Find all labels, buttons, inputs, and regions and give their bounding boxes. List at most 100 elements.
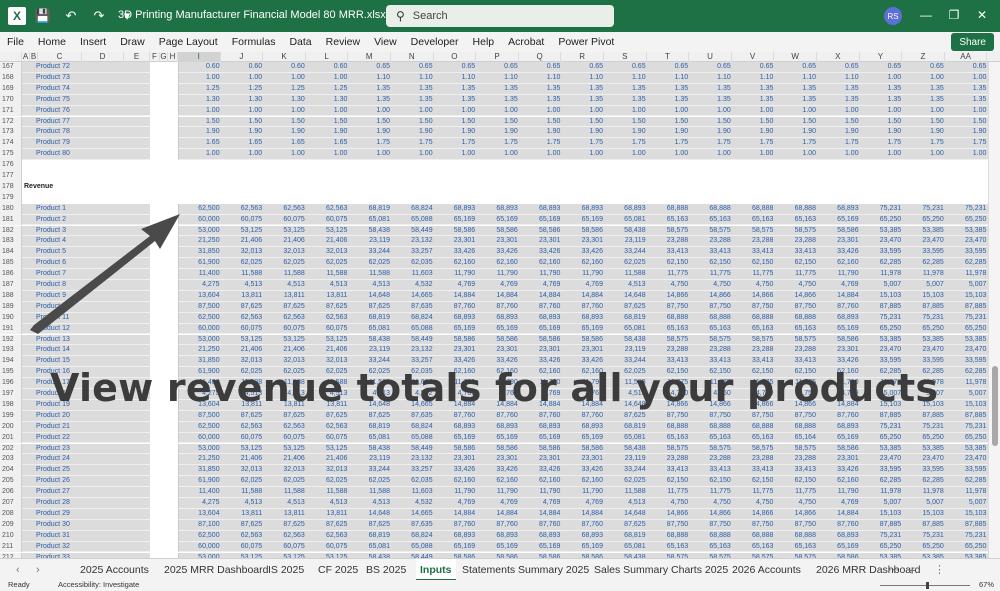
cell[interactable]: 62,150: [751, 477, 774, 485]
cell[interactable]: 87,750: [709, 411, 731, 419]
cell[interactable]: 23,470: [879, 237, 902, 245]
cell[interactable]: 14,648: [368, 291, 390, 299]
cell[interactable]: 4,532: [415, 499, 433, 506]
cell[interactable]: 14,884: [581, 509, 603, 517]
cell[interactable]: 1.35: [844, 84, 859, 92]
cell[interactable]: 62,025: [368, 259, 390, 267]
cell[interactable]: 4,769: [500, 390, 518, 397]
cell[interactable]: 58,449: [411, 553, 433, 559]
cell[interactable]: 11,775: [709, 379, 731, 387]
row-number[interactable]: 196: [0, 378, 22, 389]
cell[interactable]: 62,150: [794, 477, 816, 485]
cell[interactable]: 1.00: [546, 150, 561, 158]
cell[interactable]: 1.10: [504, 73, 518, 81]
cell[interactable]: 87,750: [666, 411, 689, 419]
product-label[interactable]: Product 5: [22, 247, 150, 259]
cell[interactable]: 4,750: [798, 499, 816, 506]
cell[interactable]: 33,426: [453, 466, 476, 474]
cell[interactable]: 1.35: [461, 95, 476, 103]
cell[interactable]: 60,075: [283, 542, 305, 550]
cell[interactable]: 68,888: [751, 531, 774, 539]
cell[interactable]: 68,824: [411, 531, 433, 539]
product-label[interactable]: Product 24: [22, 454, 150, 466]
cell[interactable]: 87,100: [198, 520, 220, 528]
cell[interactable]: 15,103: [922, 291, 944, 299]
cell[interactable]: 58,586: [538, 553, 561, 559]
cell[interactable]: 87,760: [538, 302, 561, 310]
cell[interactable]: 33,426: [837, 466, 859, 474]
cell[interactable]: 11,790: [837, 379, 859, 387]
cell[interactable]: 62,025: [624, 477, 646, 485]
cell[interactable]: 4,769: [841, 499, 859, 506]
cell[interactable]: 11,790: [837, 488, 859, 496]
cell[interactable]: 62,500: [198, 422, 220, 430]
cell[interactable]: 1.00: [248, 106, 263, 114]
cell[interactable]: 23,470: [879, 455, 902, 463]
cell[interactable]: 1.90: [589, 128, 603, 136]
cell[interactable]: 65,169: [837, 215, 859, 223]
cell[interactable]: 62,563: [283, 204, 305, 212]
cell[interactable]: 65,250: [964, 215, 987, 223]
cell[interactable]: 58,586: [453, 553, 476, 559]
cell[interactable]: 65,169: [496, 324, 518, 332]
cell[interactable]: 65,163: [709, 324, 731, 332]
cell[interactable]: 1.75: [418, 139, 433, 147]
cell[interactable]: 13,811: [283, 509, 305, 517]
cell[interactable]: 87,625: [283, 520, 305, 528]
cell[interactable]: 58,586: [837, 226, 859, 234]
column-header-d[interactable]: D: [82, 52, 124, 62]
cell[interactable]: 87,760: [581, 411, 603, 419]
add-sheet-icon[interactable]: +: [908, 562, 917, 578]
cell[interactable]: 1.90: [291, 128, 305, 136]
product-label[interactable]: Product 72: [22, 62, 150, 73]
cell[interactable]: 58,449: [411, 226, 433, 234]
product-label[interactable]: Product 74: [22, 83, 150, 95]
cell[interactable]: 13,811: [326, 509, 348, 517]
cell[interactable]: 11,588: [369, 270, 390, 278]
cell[interactable]: 33,426: [496, 357, 518, 365]
cell[interactable]: 87,760: [837, 411, 859, 419]
cell[interactable]: 4,513: [329, 390, 348, 397]
cell[interactable]: 5,007: [926, 390, 944, 397]
cell[interactable]: 11,978: [965, 379, 987, 387]
cell[interactable]: 87,885: [879, 411, 902, 419]
cell[interactable]: 1.10: [461, 73, 476, 81]
cell[interactable]: 14,884: [837, 509, 859, 517]
cell[interactable]: 23,301: [581, 346, 603, 354]
cell[interactable]: 60,075: [240, 433, 263, 441]
cell[interactable]: 75,231: [922, 313, 944, 321]
sheet-tab-inputs[interactable]: Inputs: [416, 559, 456, 581]
row-number[interactable]: 212: [0, 552, 22, 558]
column-header-j[interactable]: J: [221, 52, 264, 62]
product-label[interactable]: Product 12: [22, 323, 150, 335]
cell[interactable]: 23,301: [538, 346, 561, 354]
select-all-corner[interactable]: [0, 52, 22, 62]
cell[interactable]: 61,900: [198, 368, 220, 376]
cell[interactable]: 1.50: [972, 117, 987, 125]
cell[interactable]: 68,893: [453, 313, 476, 321]
cell[interactable]: 4,769: [542, 390, 561, 397]
product-label[interactable]: Product 1: [22, 203, 150, 215]
cell[interactable]: 65,163: [794, 215, 816, 223]
cell[interactable]: 13,811: [241, 400, 263, 408]
cell[interactable]: 1.35: [844, 95, 859, 103]
cell[interactable]: 68,824: [411, 313, 433, 321]
cell[interactable]: 1.35: [376, 84, 390, 92]
cell[interactable]: 62,035: [411, 368, 433, 376]
cell[interactable]: 1.00: [631, 106, 646, 114]
cell[interactable]: 62,563: [240, 204, 263, 212]
cell[interactable]: 53,125: [325, 553, 348, 559]
cell[interactable]: 21,250: [198, 237, 220, 245]
cell[interactable]: 68,888: [751, 204, 774, 212]
cell[interactable]: 1.00: [291, 106, 305, 114]
cell[interactable]: 5,007: [926, 499, 944, 506]
cell[interactable]: 75,231: [964, 422, 987, 430]
cell[interactable]: 68,893: [453, 204, 476, 212]
cell[interactable]: 62,160: [581, 477, 603, 485]
tab-draw[interactable]: Draw: [120, 36, 145, 48]
cell[interactable]: 23,119: [369, 237, 390, 245]
cell[interactable]: 58,449: [411, 444, 433, 452]
column-header-e[interactable]: E: [124, 52, 150, 62]
cell[interactable]: 33,413: [751, 357, 774, 365]
cell[interactable]: 60,075: [325, 433, 348, 441]
